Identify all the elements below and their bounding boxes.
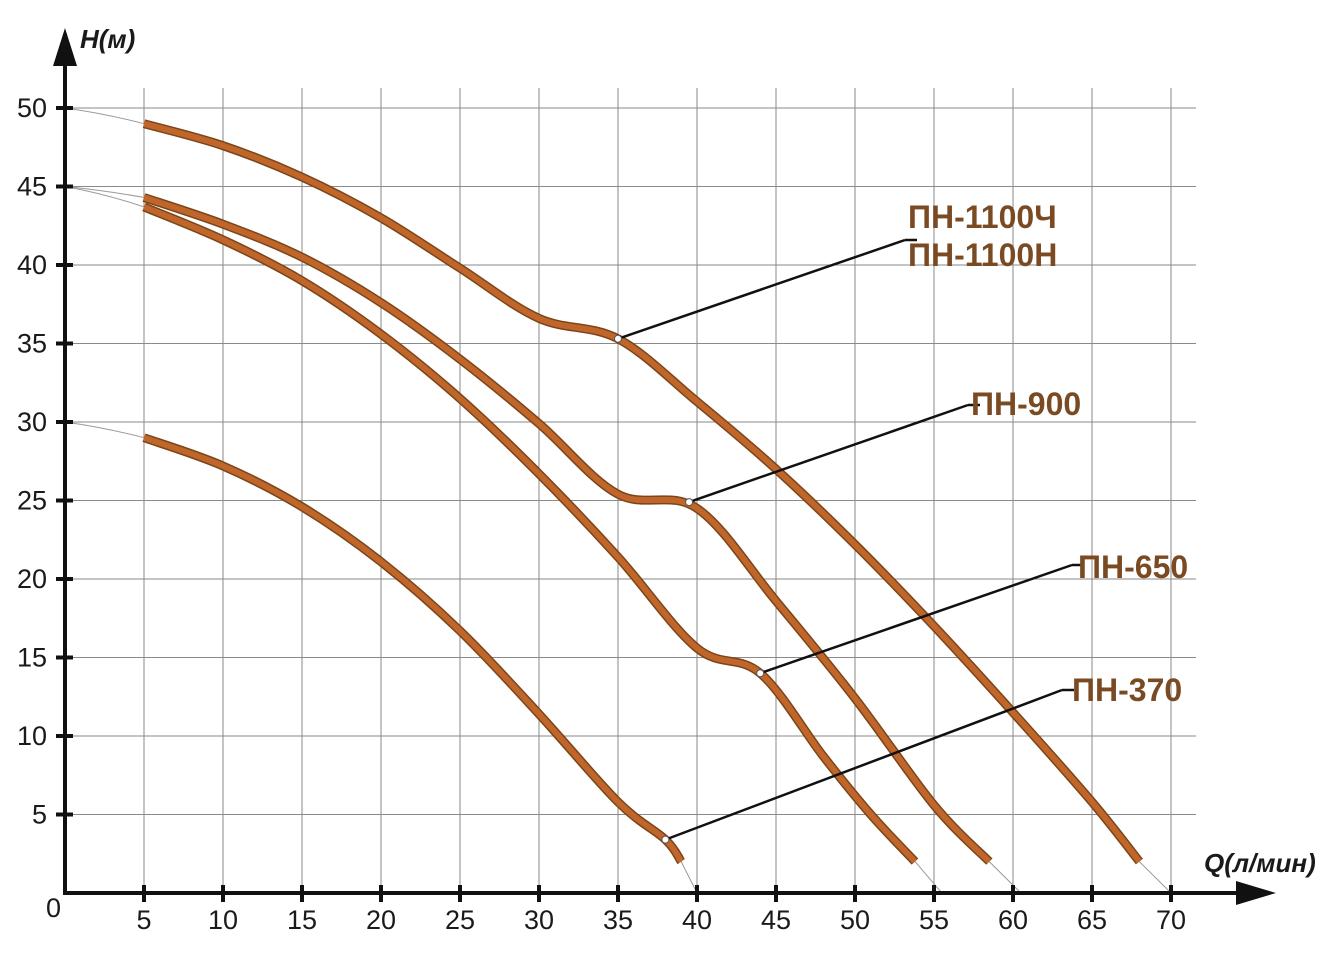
shutoff-flow-guide [914,861,943,894]
x-axis-label: Q(л/мин) [1204,848,1316,878]
callout-point [756,669,765,678]
series-label: ПН-1100Ч [908,199,1057,235]
shutoff-head-guide [64,107,145,125]
series-label: ПН-650 [1078,549,1188,585]
x-tick-label: 20 [366,905,396,935]
origin-label: 0 [46,893,61,923]
pump-curve-outline [142,193,993,865]
x-tick-label: 70 [1156,905,1186,935]
pump-curve [142,204,918,864]
series-label: ПН-370 [1072,672,1182,708]
callout-leader-line [688,403,969,504]
x-axis-arrow [1236,881,1276,905]
callout-leader-line [617,238,906,340]
x-tick-label: 10 [208,905,238,935]
x-tick-label: 15 [287,905,317,935]
callout-point [685,498,694,507]
ticks: 5 10 15 20 25 30 35 40 45 50 55 60 65 70 5 10 15 20 25 30 35… [17,93,1186,935]
pump-curve [142,434,684,864]
shutoff-head-guide [64,186,145,198]
pump-curve-outline [142,202,919,865]
shutoff-head-guide [64,186,145,208]
x-tick-label: 45 [761,905,791,935]
callout-point [614,334,622,343]
callout-leader-line [759,563,1073,675]
shutoff-head-guide [64,421,145,439]
x-tick-label: 55 [919,905,949,935]
x-tick-label: 60 [998,905,1028,935]
callout-point [661,835,670,844]
grid [65,88,1196,893]
x-tick-label: 35 [603,905,633,935]
y-tick-label: 20 [17,564,47,594]
y-tick-label: 30 [17,407,47,437]
series-label: ПН-1100Н [908,237,1057,273]
pump-curve-outline [142,433,685,865]
pump-curve [143,120,1142,864]
y-tick-label: 35 [17,329,47,359]
x-tick-label: 25 [445,905,475,935]
y-tick-label: 40 [17,250,47,280]
y-tick-label: 15 [17,643,47,673]
y-tick-label: 50 [17,93,47,123]
y-tick-label: 45 [17,172,47,202]
axes: H(м) Q(л/мин) 0 [46,24,1316,923]
x-tick-label: 40 [682,905,712,935]
y-tick-label: 10 [17,721,47,751]
shutoff-flow-guide [988,861,1022,894]
y-tick-label: 25 [17,486,47,516]
x-tick-label: 5 [136,905,151,935]
x-tick-label: 30 [524,905,554,935]
shutoff-flow-guide [680,861,698,894]
shutoff-flow-guide [1139,861,1172,894]
y-axis-label: H(м) [80,24,135,54]
callout-leader-line [664,688,1063,841]
pump-curve [143,194,992,864]
x-tick-label: 50 [840,905,870,935]
pump-curves [142,119,1143,865]
x-tick-label: 65 [1077,905,1107,935]
series-label: ПН-900 [971,386,1081,422]
y-tick-label: 5 [32,800,47,830]
y-axis-arrow [53,28,77,66]
